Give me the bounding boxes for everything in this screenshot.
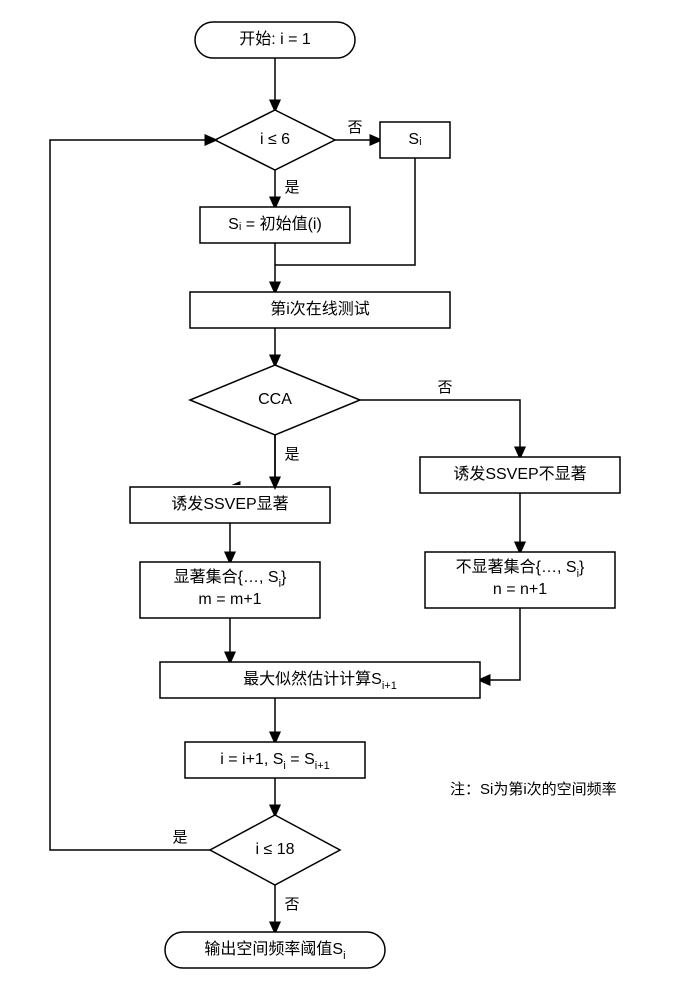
node-start-label: 开始: i = 1 — [239, 30, 311, 48]
node-nosig-label: 诱发SSVEP不显著 — [453, 465, 586, 483]
node-dec-i6-label: i ≤ 6 — [260, 131, 290, 148]
edge — [230, 435, 275, 487]
edge — [480, 608, 520, 680]
edge — [360, 400, 520, 457]
node-sig-label2: 诱发SSVEP显著 — [171, 495, 288, 513]
footnote: 注：Si为第i次的空间频率 — [450, 780, 617, 798]
node-nosigset-l2: n = n+1 — [493, 581, 547, 598]
flowchart: 开始: i = 1 i ≤ 6 否 Sᵢ 是 Sᵢ = 初始值(i) 第i次在线… — [0, 0, 687, 1000]
node-dec-i18-label: i ≤ 18 — [255, 841, 294, 858]
node-cca-label: CCA — [258, 391, 292, 408]
edge-label-no1: 否 — [347, 119, 362, 136]
edge-label-no2: 否 — [437, 379, 452, 396]
node-sigset-l2: m = m+1 — [198, 591, 261, 608]
edge-label-yes2: 是 — [284, 446, 299, 463]
node-init-label: Sᵢ = 初始值(i) — [228, 215, 322, 233]
node-test-label: 第i次在线测试 — [270, 300, 370, 318]
edge-label-yes1: 是 — [284, 179, 299, 196]
node-si-label: Sᵢ — [408, 131, 421, 148]
edge-label-no3: 否 — [284, 896, 299, 913]
edge-label-yes3: 是 — [172, 829, 187, 846]
